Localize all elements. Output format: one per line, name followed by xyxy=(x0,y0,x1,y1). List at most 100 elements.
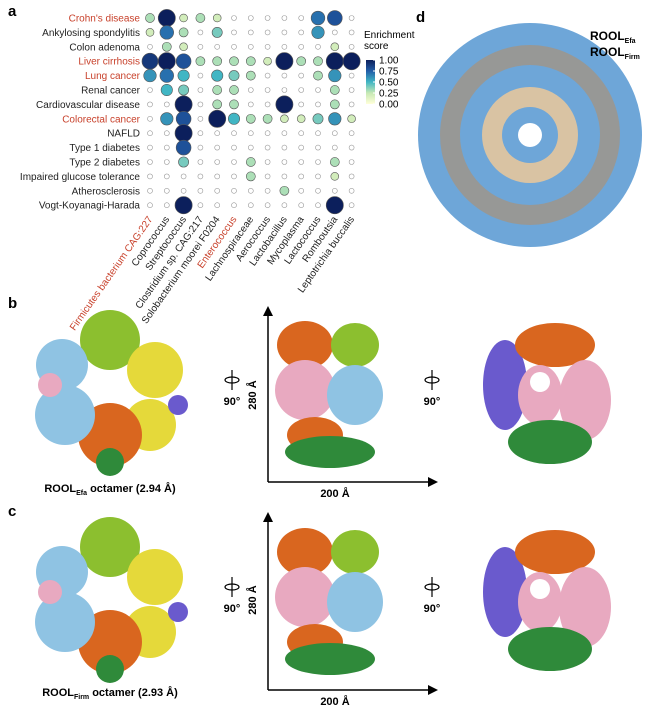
rotation-label: 90° xyxy=(224,603,241,615)
dimension-label: 280 Å xyxy=(246,380,259,409)
dot xyxy=(264,29,271,36)
dot xyxy=(231,15,237,21)
structure-image xyxy=(275,528,383,675)
dot xyxy=(348,15,355,21)
dot xyxy=(327,10,343,26)
dot xyxy=(331,130,338,136)
dot xyxy=(231,173,237,180)
dot xyxy=(245,171,256,182)
dot xyxy=(264,43,271,50)
dot xyxy=(195,56,206,67)
dot xyxy=(248,202,254,208)
dot xyxy=(264,101,271,108)
dot xyxy=(263,56,272,66)
dot xyxy=(262,113,273,124)
dot xyxy=(177,69,190,82)
dot xyxy=(164,130,170,136)
dot xyxy=(164,202,170,208)
dot xyxy=(179,13,188,23)
dot xyxy=(229,85,239,95)
dot xyxy=(197,101,204,108)
rotation-label: 90° xyxy=(224,396,241,408)
dot xyxy=(164,144,170,151)
dot xyxy=(248,15,254,21)
legend-sub: Efa xyxy=(625,38,636,45)
row-label: Lung cancer xyxy=(85,71,141,82)
dot xyxy=(231,29,237,36)
dot xyxy=(147,144,153,151)
dot xyxy=(348,130,355,136)
dot xyxy=(147,130,153,136)
dot xyxy=(281,144,288,151)
dot xyxy=(197,202,204,208)
dot xyxy=(298,159,305,165)
dot xyxy=(248,29,254,36)
dot xyxy=(348,101,355,108)
dot xyxy=(311,25,325,39)
dot xyxy=(315,43,321,50)
dot xyxy=(147,173,153,180)
dot xyxy=(281,72,288,79)
dot xyxy=(164,159,170,165)
row-label: Vogt-Koyanagi-Harada xyxy=(39,201,141,212)
dot xyxy=(174,95,193,114)
dot xyxy=(228,112,241,125)
dot xyxy=(214,173,220,180)
dot xyxy=(159,25,174,40)
row-label: Crohn's disease xyxy=(69,14,141,25)
dot xyxy=(329,157,340,167)
dot xyxy=(298,15,305,21)
row-label: Type 2 diabetes xyxy=(69,158,140,169)
dot xyxy=(197,29,204,36)
dot xyxy=(264,188,271,194)
dot xyxy=(315,159,321,165)
dot xyxy=(281,29,288,36)
structure-image xyxy=(275,321,383,468)
row-label: Impaired glucose tolerance xyxy=(20,172,141,183)
dot xyxy=(329,99,340,110)
dot xyxy=(214,202,220,208)
dot xyxy=(298,87,305,93)
dot xyxy=(248,188,254,194)
dot xyxy=(348,159,355,165)
dot xyxy=(281,87,288,93)
dimension-label: 200 Å xyxy=(320,695,349,708)
dot xyxy=(264,202,271,208)
dot xyxy=(197,159,204,165)
dot xyxy=(164,173,170,180)
dot xyxy=(264,87,271,93)
arrow-heads xyxy=(263,306,438,695)
dot xyxy=(296,56,307,67)
dot xyxy=(325,52,344,71)
dot xyxy=(180,188,187,194)
dot xyxy=(348,202,355,208)
dot xyxy=(315,101,321,108)
legend-entry: ROOLEfa xyxy=(590,29,636,45)
structure-image xyxy=(483,530,611,671)
dot xyxy=(174,124,193,143)
dot xyxy=(348,29,355,36)
panel-label: c xyxy=(8,503,16,520)
dot xyxy=(178,156,190,168)
colorbar-tick-label: 0.00 xyxy=(379,100,399,111)
dot xyxy=(161,41,172,52)
dot xyxy=(296,114,306,124)
dot xyxy=(315,130,321,136)
dot xyxy=(348,43,355,50)
dimension-label: 280 Å xyxy=(246,585,259,614)
legend-sub: Firm xyxy=(625,54,640,61)
dot xyxy=(195,13,206,23)
dot xyxy=(281,159,288,165)
rotation-label: 90° xyxy=(424,603,441,615)
dot xyxy=(342,52,361,71)
caption: ROOLEfa octamer (2.94 Å) xyxy=(44,482,176,497)
dot xyxy=(197,43,204,50)
dot xyxy=(331,188,338,194)
dot xyxy=(248,101,254,108)
dot xyxy=(228,70,240,82)
dot xyxy=(231,130,237,136)
dot xyxy=(348,188,355,194)
row-label: Type 1 diabetes xyxy=(69,143,140,154)
dot xyxy=(174,196,193,215)
